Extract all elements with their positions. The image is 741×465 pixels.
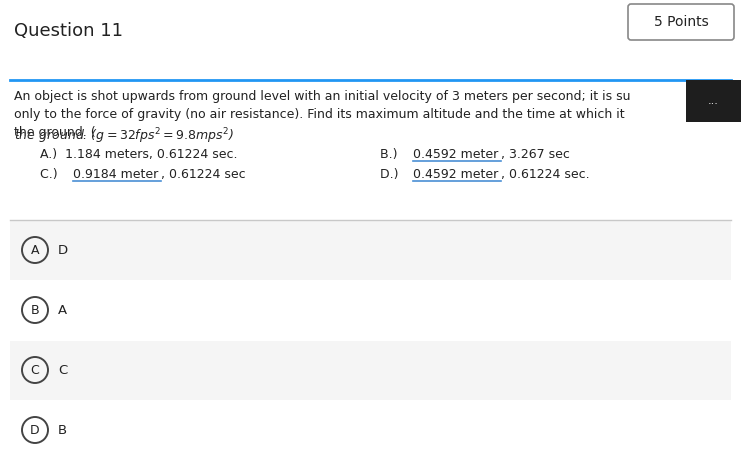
Text: the ground. (: the ground. (: [14, 126, 96, 139]
Text: only to the force of gravity (no air resistance). Find its maximum altitude and : only to the force of gravity (no air res…: [14, 108, 625, 121]
Text: B: B: [30, 304, 39, 317]
FancyBboxPatch shape: [686, 80, 741, 122]
Text: A.)  1.184 meters, 0.61224 sec.: A.) 1.184 meters, 0.61224 sec.: [40, 148, 238, 161]
Text: , 0.61224 sec.: , 0.61224 sec.: [501, 168, 590, 181]
Text: D: D: [58, 244, 68, 257]
Text: Question 11: Question 11: [14, 22, 123, 40]
Text: B: B: [58, 424, 67, 437]
Text: A: A: [30, 244, 39, 257]
Text: 0.4592 meter: 0.4592 meter: [413, 148, 498, 161]
FancyBboxPatch shape: [10, 281, 731, 340]
Text: An object is shot upwards from ground level with an initial velocity of 3 meters: An object is shot upwards from ground le…: [14, 90, 631, 103]
FancyBboxPatch shape: [628, 4, 734, 40]
Text: 5 Points: 5 Points: [654, 15, 708, 29]
Text: , 3.267 sec: , 3.267 sec: [501, 148, 570, 161]
Text: 0.9184 meter: 0.9184 meter: [73, 168, 159, 181]
Text: C.): C.): [40, 168, 66, 181]
Text: ...: ...: [708, 96, 719, 106]
FancyBboxPatch shape: [10, 341, 731, 400]
FancyBboxPatch shape: [10, 401, 731, 460]
Text: C: C: [30, 364, 39, 377]
Text: 0.4592 meter: 0.4592 meter: [413, 168, 498, 181]
Text: , 0.61224 sec: , 0.61224 sec: [161, 168, 245, 181]
Text: the ground. ($g = 32fps^{2} = 9.8mps^{2}$): the ground. ($g = 32fps^{2} = 9.8mps^{2}…: [14, 126, 234, 146]
FancyBboxPatch shape: [10, 221, 731, 280]
Text: A: A: [58, 304, 67, 317]
Text: B.): B.): [380, 148, 405, 161]
Text: C: C: [58, 364, 67, 377]
Text: the ground. (: the ground. (: [14, 126, 96, 139]
Text: D: D: [30, 424, 40, 437]
Text: D.): D.): [380, 168, 407, 181]
